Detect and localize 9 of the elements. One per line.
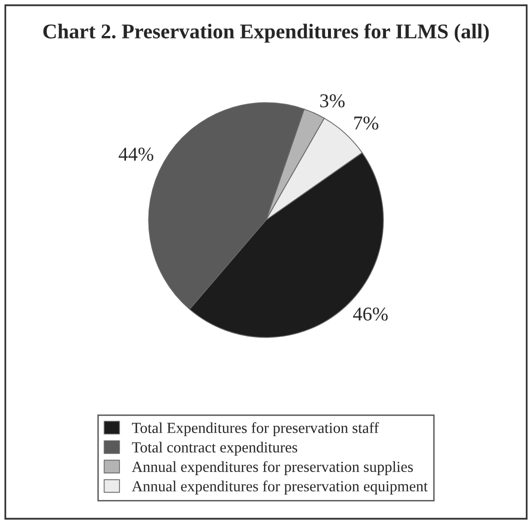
legend-label: Annual expenditures for preservation supplies	[132, 461, 413, 476]
legend-label: Annual expenditures for preservation equipment	[132, 480, 428, 495]
data-label: 3%	[320, 94, 345, 108]
legend-label: Total Expenditures for preservation staff	[132, 422, 379, 436]
data-label: 7%	[354, 116, 378, 130]
legend-label: Total contract expenditures	[132, 442, 298, 456]
data-label: 46%	[353, 307, 388, 321]
data-label: 44%	[118, 148, 154, 161]
chart-title: Chart 2. Preservation Expenditures for ILMS (all)	[43, 24, 489, 43]
